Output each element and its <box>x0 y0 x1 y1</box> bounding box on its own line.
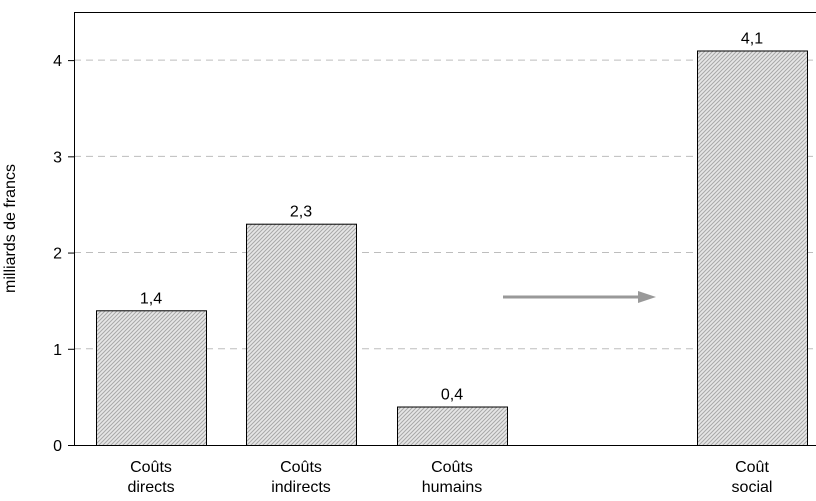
category-label-1-line-0: Coûts <box>280 459 322 476</box>
y-tick-label-0: 0 <box>53 438 62 455</box>
y-axis-label: milliards de francs <box>2 164 19 293</box>
y-tick-label-2: 2 <box>53 246 62 263</box>
axes <box>68 12 816 446</box>
bar-1 <box>246 223 357 446</box>
category-label-0-line-1: directs <box>127 479 174 496</box>
category-label-2-line-0: Coûts <box>431 459 473 476</box>
category-label-1-line-1: indirects <box>271 479 331 496</box>
bar-0 <box>96 310 207 446</box>
data-label-1: 2,3 <box>290 204 312 221</box>
bar-2 <box>397 406 508 446</box>
data-label-3: 4,1 <box>741 30 763 47</box>
arrow-head <box>638 291 656 303</box>
category-label-0-line-0: Coûts <box>130 459 172 476</box>
labels: 1,4Coûtsdirects2,3Coûtsindirects0,4Coûts… <box>2 30 772 496</box>
y-tick-label-1: 1 <box>53 342 62 359</box>
bar-3 <box>697 50 808 446</box>
category-label-3-line-0: Coût <box>735 459 769 476</box>
data-label-0: 1,4 <box>140 290 162 307</box>
category-label-3-line-1: social <box>732 479 773 496</box>
bars <box>96 50 808 446</box>
data-label-2: 0,4 <box>441 387 463 404</box>
y-tick-label-3: 3 <box>53 149 62 166</box>
annotations <box>503 291 656 303</box>
y-tick-label-4: 4 <box>53 53 62 70</box>
category-label-2-line-1: humains <box>422 479 482 496</box>
